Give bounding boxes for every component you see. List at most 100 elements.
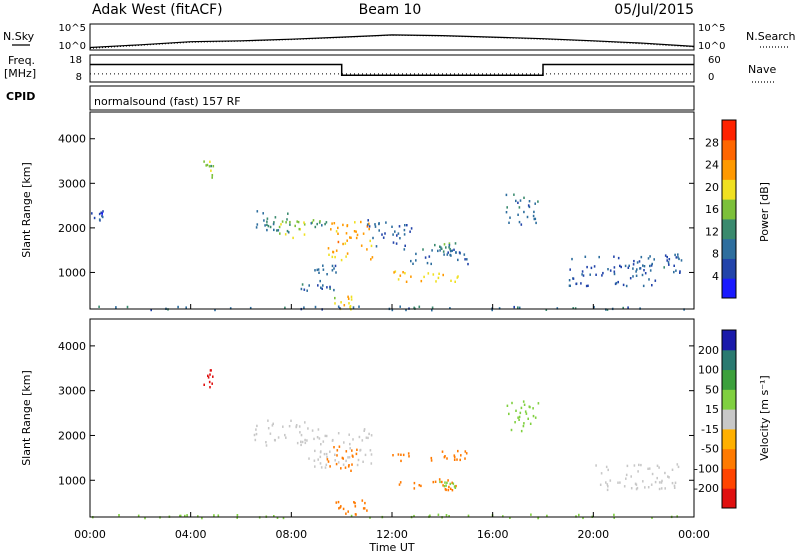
power-cell bbox=[272, 222, 275, 226]
vel-cell bbox=[366, 509, 368, 512]
vel-cell bbox=[295, 424, 298, 427]
power-cell bbox=[402, 271, 404, 274]
power-cell bbox=[654, 279, 657, 282]
vel-cell bbox=[179, 514, 181, 518]
vel-cell bbox=[520, 406, 523, 410]
power-cell bbox=[398, 225, 401, 228]
vel-cell bbox=[642, 480, 644, 483]
power-cell bbox=[382, 236, 385, 239]
vel-cell bbox=[523, 422, 525, 425]
vel-cell bbox=[335, 462, 338, 466]
vel-cell bbox=[325, 452, 328, 456]
power-cell bbox=[392, 233, 394, 236]
vel-cell bbox=[511, 401, 513, 405]
power-cell bbox=[355, 236, 358, 240]
vel-cell bbox=[350, 514, 353, 518]
power-cell bbox=[405, 308, 407, 312]
power-cell bbox=[440, 246, 442, 249]
power-cell bbox=[333, 288, 335, 292]
power-cell bbox=[303, 306, 305, 309]
power-cell bbox=[438, 272, 440, 275]
vel-cell bbox=[207, 374, 209, 377]
power-cell bbox=[368, 225, 371, 228]
vel-cell bbox=[184, 514, 186, 518]
power-cell bbox=[517, 213, 519, 216]
power-cell bbox=[593, 265, 596, 268]
power-colorbar-label: Power [dB] bbox=[758, 182, 771, 242]
vel-cell bbox=[400, 453, 402, 456]
power-cell bbox=[366, 248, 368, 251]
velocity-colorbar-tick: -100 bbox=[694, 462, 719, 475]
power-cell bbox=[177, 305, 179, 309]
vel-cell bbox=[527, 417, 529, 420]
power-cell bbox=[266, 217, 269, 220]
vel-cell bbox=[313, 459, 316, 462]
power-cell bbox=[320, 286, 322, 289]
power-cell bbox=[366, 225, 369, 228]
power-cell bbox=[314, 305, 317, 309]
vel-cell bbox=[348, 456, 351, 459]
power-cell bbox=[255, 226, 258, 229]
power-ytick-label: 2000 bbox=[58, 222, 86, 235]
power-cell bbox=[349, 305, 352, 308]
power-cell bbox=[399, 237, 401, 240]
vel-cell bbox=[595, 464, 597, 467]
vel-cell bbox=[304, 441, 307, 445]
cpid-text: normalsound (fast) 157 RF bbox=[94, 95, 241, 108]
power-cell bbox=[625, 284, 628, 288]
vel-ytick-label: 1000 bbox=[58, 474, 86, 487]
power-cell bbox=[410, 227, 413, 230]
power-cell bbox=[613, 255, 615, 258]
beam-title: Beam 10 bbox=[359, 2, 422, 18]
power-cell bbox=[632, 263, 635, 266]
vel-cell bbox=[600, 472, 603, 475]
power-cell bbox=[297, 220, 300, 224]
power-cell bbox=[279, 232, 281, 235]
vel-cell bbox=[118, 514, 120, 517]
power-cell bbox=[450, 254, 452, 257]
power-cell bbox=[286, 229, 289, 233]
power-cell bbox=[347, 295, 349, 298]
vel-cell bbox=[408, 455, 410, 458]
vel-cell bbox=[660, 481, 663, 484]
power-cell bbox=[439, 249, 441, 252]
vel-cell bbox=[299, 431, 301, 434]
vel-cell bbox=[644, 486, 646, 489]
vel-cell bbox=[253, 433, 256, 437]
vel-cell bbox=[418, 484, 421, 487]
vel-cell bbox=[326, 458, 329, 461]
power-colorbar-segment bbox=[722, 139, 736, 161]
power-cell bbox=[126, 305, 129, 309]
power-cell bbox=[346, 252, 349, 255]
vel-cell bbox=[295, 425, 298, 428]
power-cell bbox=[431, 309, 433, 312]
vel-cell bbox=[637, 470, 639, 473]
vel-cell bbox=[350, 469, 352, 472]
vel-cell bbox=[209, 386, 211, 389]
power-cell bbox=[678, 257, 680, 261]
power-cell bbox=[454, 242, 457, 245]
vel-cell bbox=[370, 434, 373, 437]
vel-cell bbox=[317, 458, 319, 461]
power-cell bbox=[649, 269, 652, 272]
vel-cell bbox=[323, 452, 326, 456]
power-cell bbox=[463, 253, 466, 256]
vel-cell bbox=[459, 458, 461, 462]
vel-cell bbox=[453, 454, 456, 457]
power-cell bbox=[269, 225, 272, 229]
noise-left-tick-bottom: 10^0 bbox=[59, 41, 86, 52]
vel-cell bbox=[344, 466, 347, 469]
vel-cell bbox=[342, 457, 344, 460]
vel-cell bbox=[506, 404, 509, 407]
power-cell bbox=[664, 254, 667, 257]
vel-cell bbox=[630, 487, 633, 490]
vel-ytick-label: 3000 bbox=[58, 385, 86, 398]
vel-cell bbox=[647, 467, 649, 470]
vel-cell bbox=[522, 400, 525, 403]
power-cell bbox=[649, 264, 651, 268]
cpid-panel: CPID normalsound (fast) 157 RF bbox=[6, 85, 695, 111]
vel-cell bbox=[400, 459, 402, 463]
vel-cell bbox=[338, 445, 341, 448]
power-cell bbox=[322, 284, 324, 287]
power-cell bbox=[467, 262, 469, 266]
